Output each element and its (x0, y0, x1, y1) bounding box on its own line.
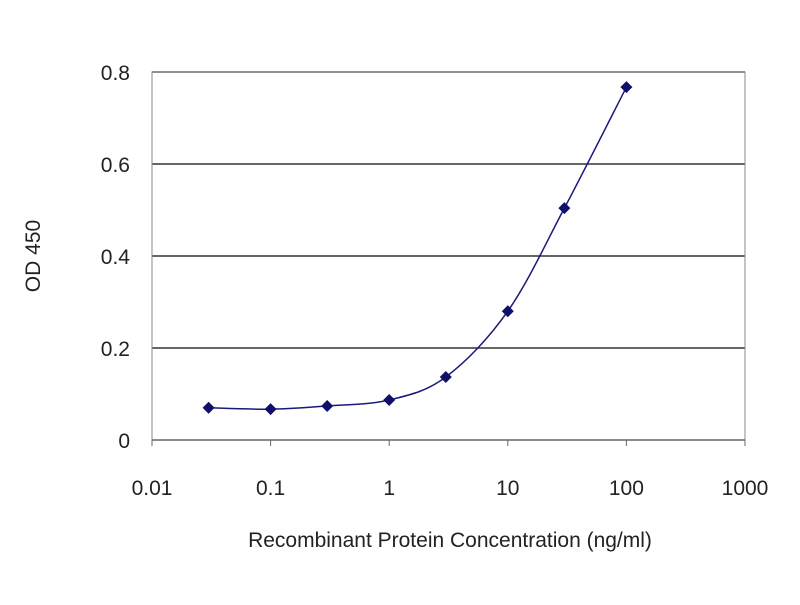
x-tick-label: 10 (496, 477, 519, 500)
data-points (202, 81, 633, 416)
data-point (558, 202, 571, 215)
x-tick-labels: 0.01 0.1 1 10 100 1000 (132, 477, 769, 500)
data-point (264, 403, 277, 416)
y-axis-label: OD 450 (22, 220, 45, 292)
x-tick-label: 100 (609, 477, 644, 500)
y-tick-label: 0.2 (101, 338, 130, 361)
y-tick-labels: 0 0.2 0.4 0.6 0.8 (101, 62, 131, 453)
x-tick-label: 0.1 (256, 477, 285, 500)
series-curve (208, 86, 628, 410)
y-tick-label: 0.4 (101, 246, 131, 269)
gridlines (151, 71, 746, 446)
y-tick-label: 0 (118, 430, 130, 453)
x-tick-label: 0.01 (132, 477, 173, 500)
x-tick-label: 1000 (722, 477, 769, 500)
data-point (321, 399, 334, 412)
data-point (439, 370, 452, 383)
x-tick-label: 1 (383, 477, 395, 500)
y-tick-label: 0.6 (101, 154, 130, 177)
data-point (501, 305, 514, 318)
data-point (383, 393, 396, 406)
data-point (620, 81, 633, 94)
data-point (202, 401, 215, 414)
x-axis-label: Recombinant Protein Concentration (ng/ml… (248, 529, 652, 552)
y-tick-label: 0.8 (101, 62, 130, 85)
